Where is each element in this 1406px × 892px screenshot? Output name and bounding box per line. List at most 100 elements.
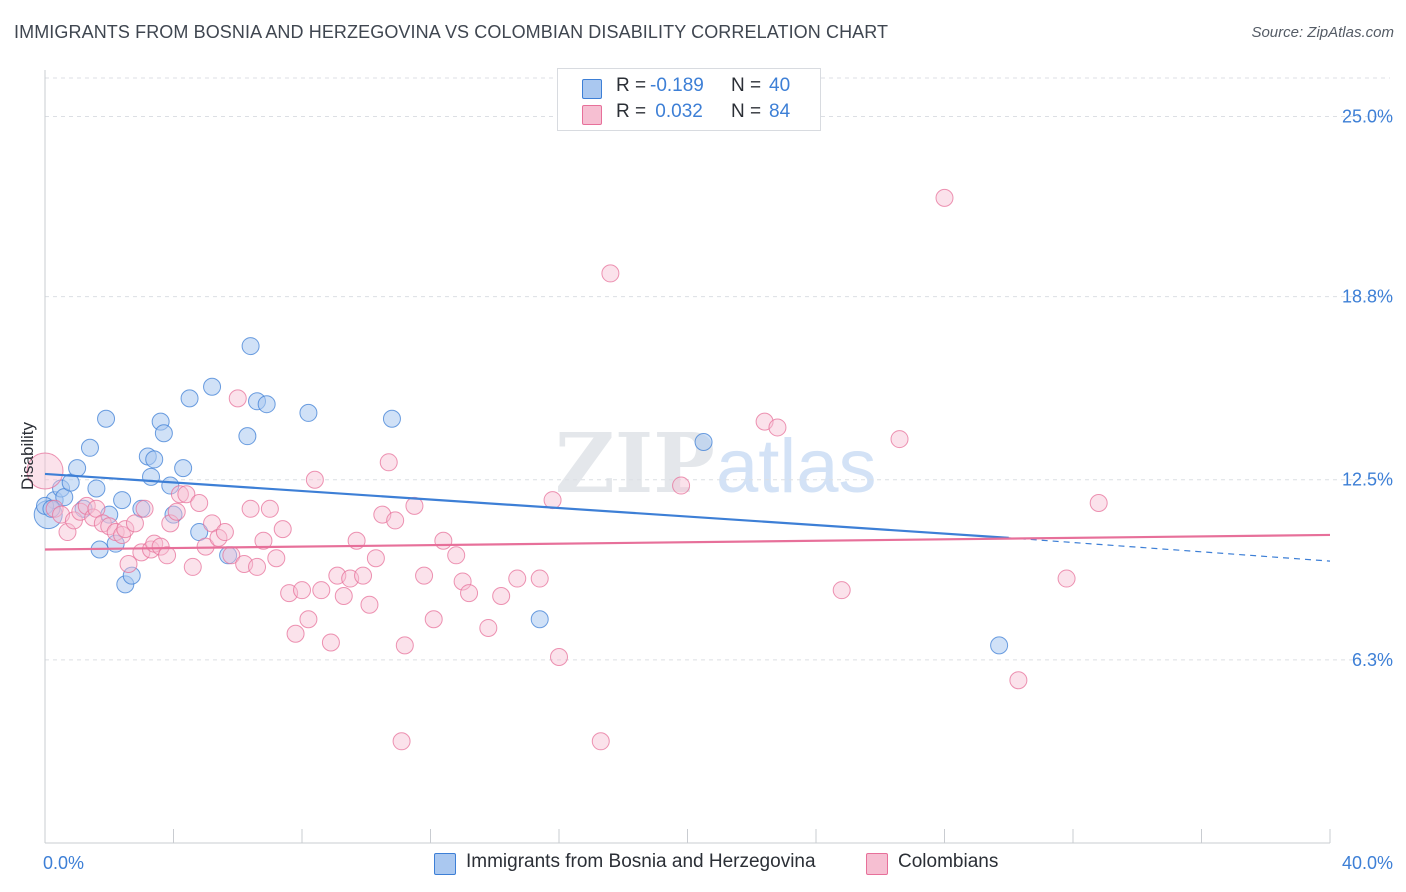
axes [44,70,1331,844]
data-point-bosnia [238,427,257,446]
data-point-colombians [1057,569,1076,588]
trend-lines [44,472,1331,562]
data-point-colombians [530,569,549,588]
data-point-colombians [177,485,196,504]
legend-swatch-pink [582,105,602,125]
data-point-colombians [460,584,479,603]
data-point-colombians [447,546,466,565]
y-tick-label: 6.3% [1352,650,1393,670]
data-point-colombians [453,572,472,591]
y-tick-label: 25.0% [1342,106,1393,126]
data-point-bosnia [80,438,99,457]
data-point-colombians [293,581,311,600]
data-point-bosnia [68,459,87,478]
data-point-colombians [260,499,279,518]
data-point-colombians [832,581,851,600]
legend-r-label: R = [616,101,652,122]
data-point-colombians [286,624,305,643]
correlation-legend: R = -0.189 N = 40 R = 0.032 N = 84 [557,68,821,131]
data-point-colombians [591,732,610,751]
data-point-bosnia [694,432,713,451]
data-point-colombians [170,485,189,504]
data-point-bosnia [180,389,199,408]
data-point-colombians [543,491,562,510]
data-point-bosnia [97,409,116,428]
data-point-colombians [424,610,443,629]
legend-r-value: -0.189 [650,75,704,96]
data-point-colombians [379,453,398,472]
data-point-bosnia [990,636,1009,655]
data-point-colombians [601,264,620,283]
data-point-colombians [366,549,385,568]
y-tick-label: 18.8% [1342,287,1393,307]
data-point-colombians [508,569,527,588]
data-point-bosnia [142,467,161,486]
data-point-colombians [392,732,411,751]
data-point-colombians [479,618,498,637]
data-point-colombians [215,523,234,542]
data-point-bosnia [145,450,164,469]
data-point-colombians [161,514,180,533]
data-point-colombians [1009,671,1028,690]
data-point-colombians [58,523,77,542]
trend-line-bosnia-extension [1008,537,1331,562]
data-point-colombians [241,499,260,518]
chart-source: Source: ZipAtlas.com [1251,24,1394,41]
x-tick-label: 40.0% [1342,853,1393,873]
data-point-colombians [254,531,273,550]
data-point-bosnia [122,566,141,585]
tick-labels: 6.3% 12.5% 18.8% 25.0% 0.0% 40.0% [43,106,1393,873]
data-point-colombians [935,188,954,207]
data-point-bosnia [241,337,260,356]
data-point-colombians [125,514,144,533]
data-point-colombians [26,452,64,490]
data-point-bosnia [257,395,276,414]
data-point-colombians [113,525,132,544]
data-point-colombians [228,389,247,408]
data-point-colombians [190,493,209,512]
data-point-colombians [267,549,286,568]
bottom-legend-swatch-blue [434,853,456,875]
data-point-colombians [305,470,324,489]
data-point-bosnia [113,491,132,510]
data-point-colombians [550,648,568,667]
legend-n-label: N = [731,101,767,122]
data-point-colombians [415,566,434,585]
trend-line-colombians [44,533,1331,551]
data-point-colombians [1089,493,1108,512]
chart-title: IMMIGRANTS FROM BOSNIA AND HERZEGOVINA V… [14,22,889,42]
bottom-legend-label: Colombians [898,851,999,872]
data-point-colombians [672,476,691,495]
data-point-colombians [360,595,379,614]
data-point-bosnia [203,377,222,396]
data-point-colombians [334,586,353,605]
watermark-zip: ZIP [555,416,715,512]
watermark-atlas: atlas [716,424,877,509]
data-point-colombians [248,557,267,576]
data-point-colombians [395,636,414,655]
data-point-colombians [135,499,154,518]
bottom-legend-swatch-pink [866,853,888,875]
data-point-colombians [299,610,318,629]
data-point-bosnia [87,479,106,498]
data-point-bosnia [382,409,401,428]
data-point-colombians [119,555,138,574]
data-point-colombians [183,557,202,576]
data-point-colombians [273,520,292,539]
data-point-colombians [434,531,453,550]
data-point-bosnia [154,424,173,443]
legend-r-label: R = [616,75,652,96]
data-point-bosnia [174,459,193,478]
data-point-colombians [768,418,787,437]
trend-line-bosnia [44,472,1009,539]
data-point-colombians [116,520,135,539]
data-point-bosnia [299,403,318,422]
data-point-colombians [167,502,186,521]
bottom-legend-label: Immigrants from Bosnia and Herzegovina [466,851,816,872]
data-point-bosnia [530,610,549,629]
series-colombians-points [26,188,1108,751]
data-point-colombians [312,581,331,600]
legend-n-label: N = [731,75,767,96]
data-point-colombians [354,566,373,585]
